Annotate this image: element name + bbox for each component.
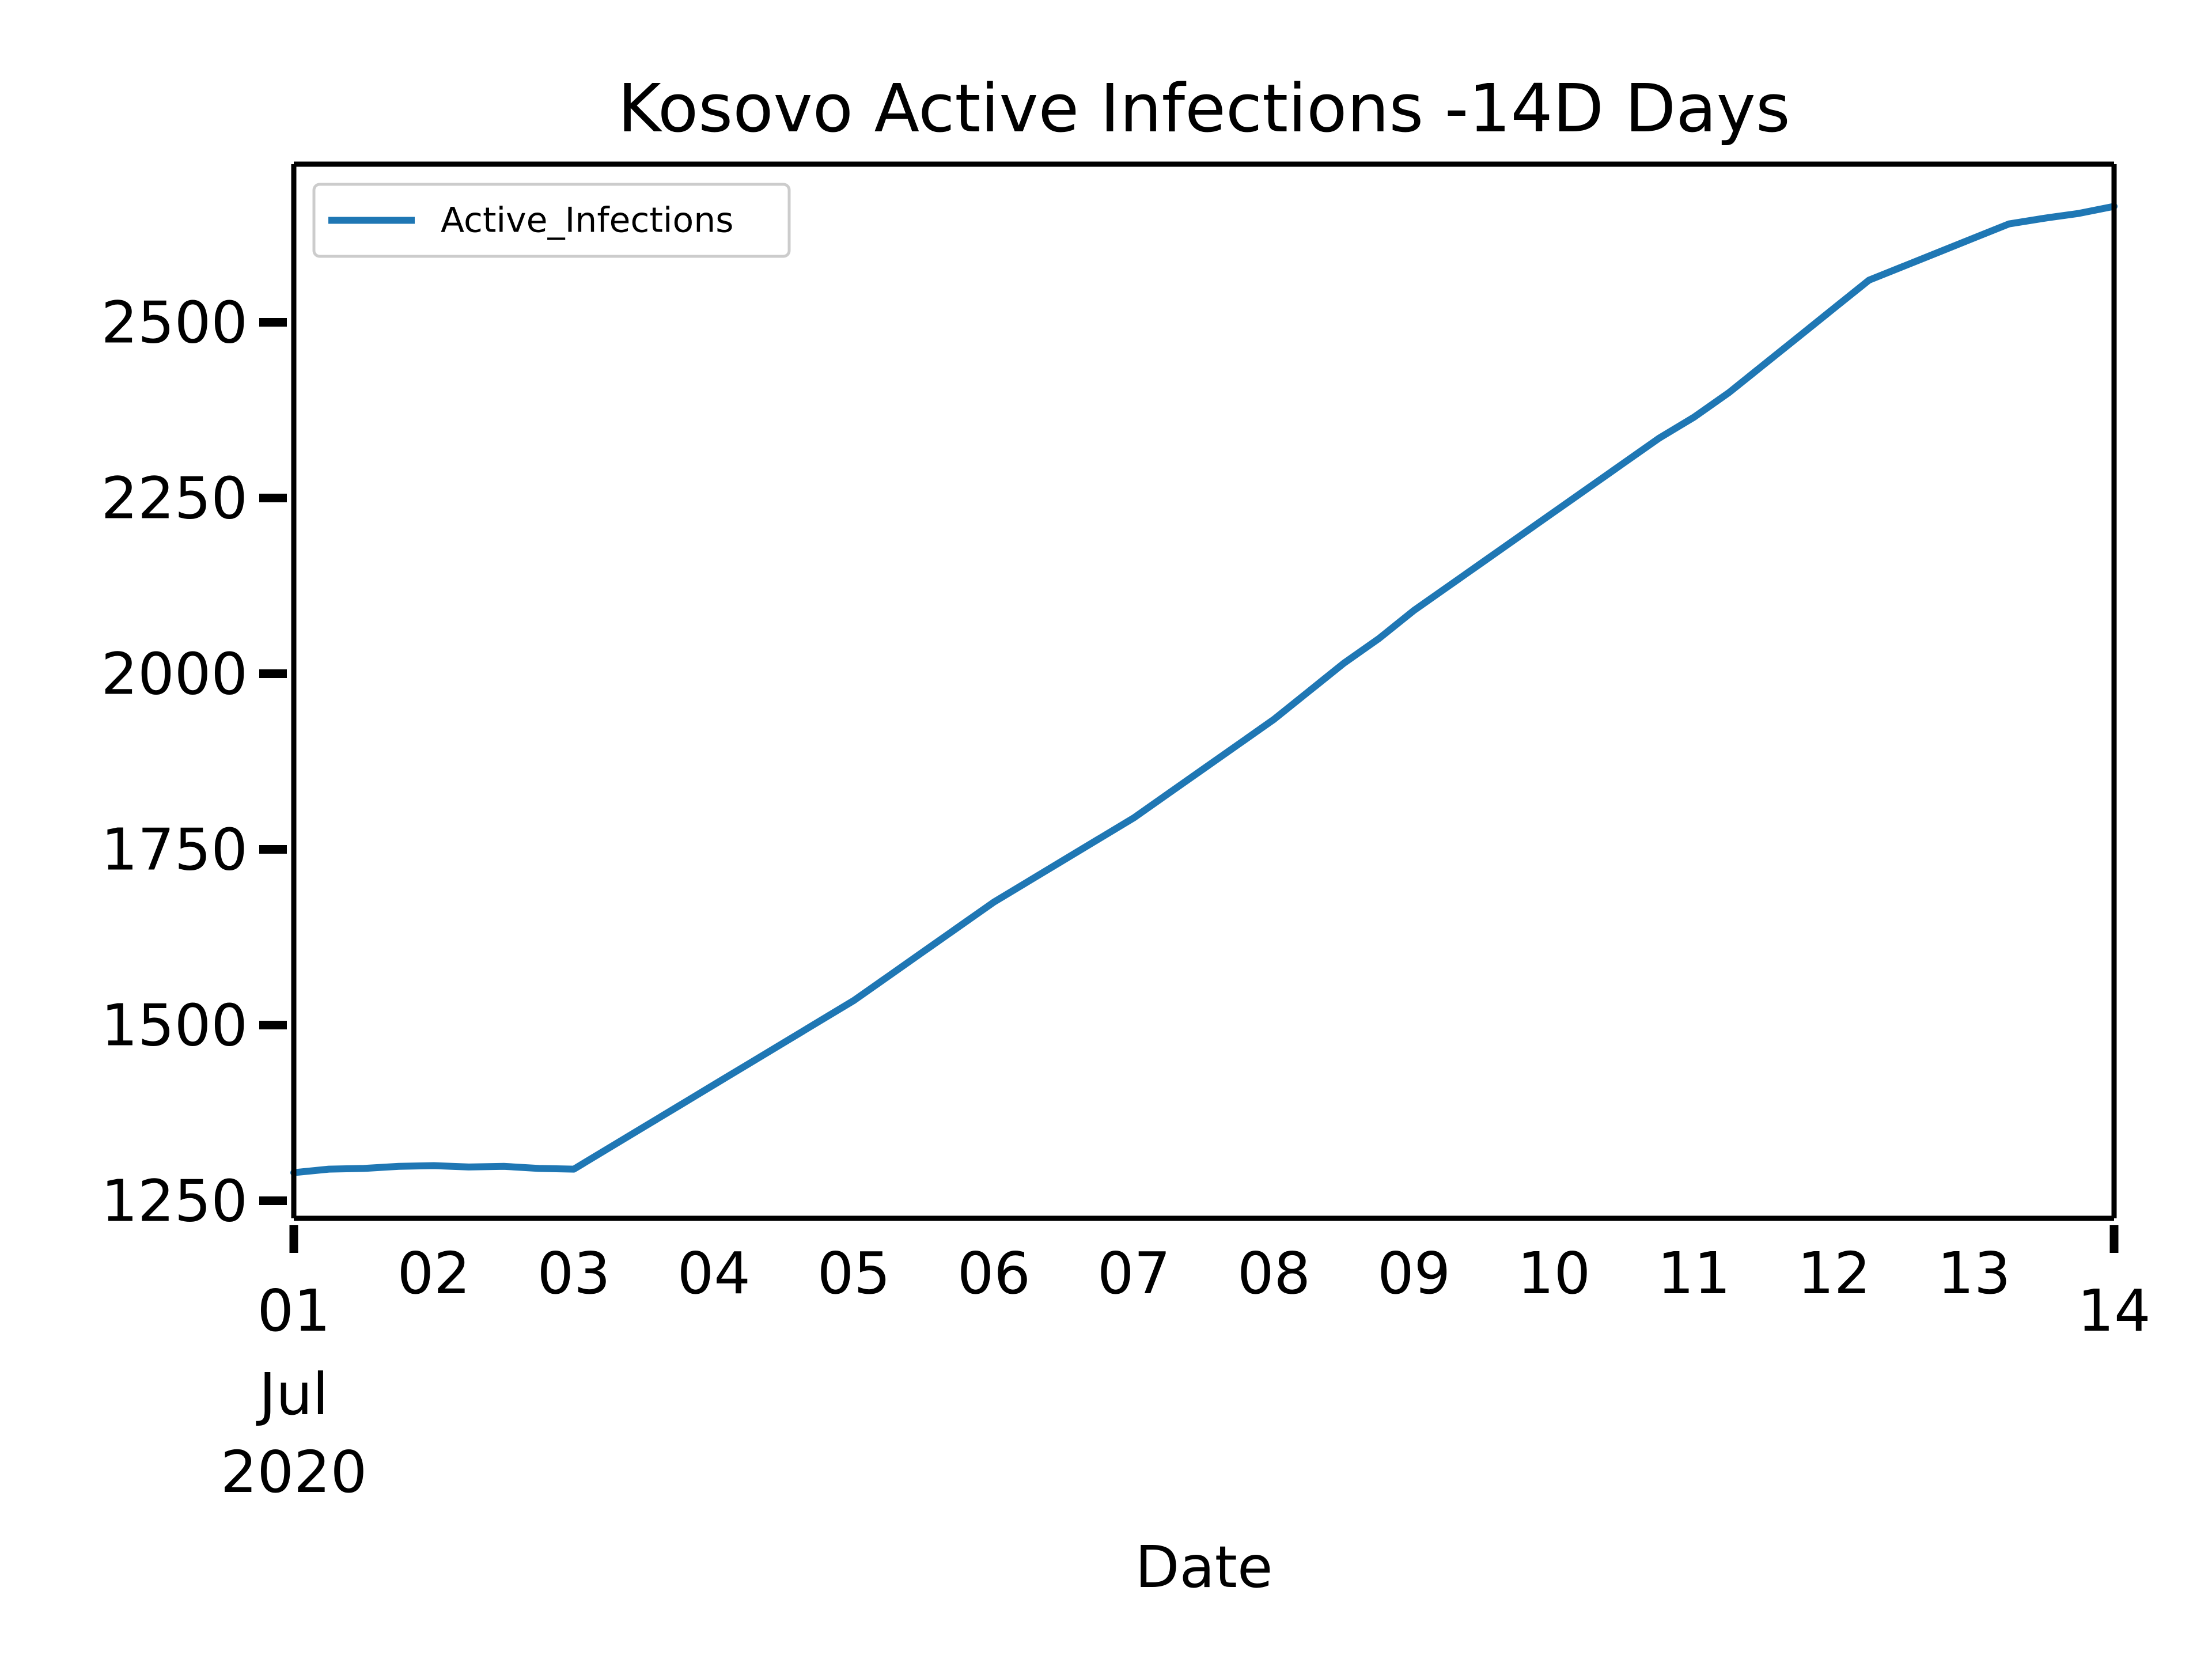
x-tick-label: 03 bbox=[537, 1240, 611, 1307]
x-tick-label: 10 bbox=[1517, 1240, 1590, 1307]
x-tick-label: 14 bbox=[2077, 1277, 2150, 1344]
y-tick-label: 1250 bbox=[101, 1168, 248, 1235]
legend-label: Active_Infections bbox=[441, 200, 734, 241]
axes: 1250 1500 1750 2000 2250 2500 01 02 03 04 05 06 07 08… bbox=[101, 161, 2151, 1506]
x-tick-sublabel: 2020 bbox=[221, 1438, 368, 1506]
x-tick-label: 13 bbox=[1937, 1240, 2010, 1307]
y-tick-label: 2250 bbox=[101, 465, 248, 532]
x-tick-label: 04 bbox=[677, 1240, 751, 1307]
x-tick-sublabel: Jul bbox=[256, 1361, 329, 1428]
legend-box bbox=[312, 183, 791, 258]
x-axis-label: Date bbox=[1135, 1533, 1272, 1601]
x-tick-label: 08 bbox=[1237, 1240, 1310, 1307]
x-tick-label: 11 bbox=[1657, 1240, 1730, 1307]
x-tick-label: 12 bbox=[1797, 1240, 1870, 1307]
x-tick-label: 01 bbox=[257, 1277, 330, 1344]
x-tick-label: 07 bbox=[1097, 1240, 1171, 1307]
x-tick-label: 06 bbox=[957, 1240, 1031, 1307]
y-tick-label: 1750 bbox=[101, 816, 248, 884]
legend: Active_Infections bbox=[312, 183, 791, 258]
y-tick-label: 1500 bbox=[101, 992, 248, 1059]
x-tick-label: 09 bbox=[1377, 1240, 1450, 1307]
x-tick-label: 05 bbox=[817, 1240, 891, 1307]
y-tick-label: 2000 bbox=[101, 641, 248, 708]
y-tick-label: 2500 bbox=[101, 289, 248, 357]
series-line-active-infections bbox=[290, 203, 2118, 1176]
chart-title: Kosovo Active Infections -14D Days bbox=[618, 70, 1790, 147]
x-tick-label: 02 bbox=[397, 1240, 470, 1307]
plot-area bbox=[290, 203, 2118, 1176]
